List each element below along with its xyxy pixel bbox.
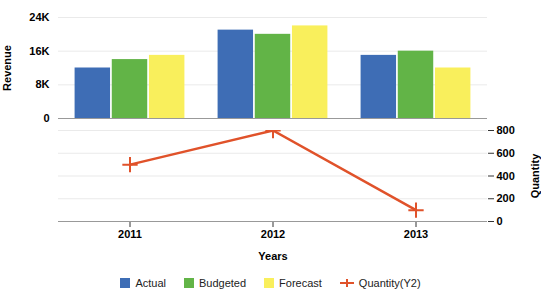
svg-text:0: 0: [43, 112, 49, 122]
html-text:Quantity(Y2): Quantity(Y2): [358, 277, 421, 289]
html-text:Forecast: Forecast: [279, 277, 322, 289]
svg-text:200: 200: [497, 192, 515, 204]
svg-text:8K: 8K: [35, 78, 49, 90]
svg-text:400: 400: [497, 170, 515, 182]
svg-text:2012: 2012: [261, 228, 285, 240]
svg-text:Revenue: Revenue: [1, 45, 13, 91]
svg-text:800: 800: [497, 124, 515, 136]
svg-text:2013: 2013: [404, 228, 428, 240]
svg-text:Years: Years: [258, 250, 287, 262]
svg-text:600: 600: [497, 147, 515, 159]
html-text:Actual: Actual: [135, 277, 166, 289]
svg-text:16K: 16K: [29, 45, 49, 57]
svg-text:0: 0: [497, 215, 503, 227]
svg-text:2011: 2011: [118, 228, 142, 240]
svg-text:24K: 24K: [29, 11, 49, 23]
svg-text:Quantity: Quantity: [529, 153, 541, 198]
html-text:Budgeted: Budgeted: [199, 277, 247, 289]
